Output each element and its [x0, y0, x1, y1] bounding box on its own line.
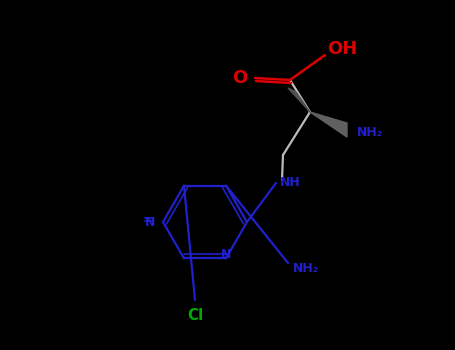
- Text: NH₂: NH₂: [357, 126, 383, 139]
- Text: NH₂: NH₂: [293, 261, 319, 274]
- Text: Cl: Cl: [187, 308, 203, 323]
- Text: N: N: [221, 248, 231, 261]
- Text: N: N: [145, 216, 155, 229]
- Text: NH: NH: [280, 176, 301, 189]
- Polygon shape: [310, 112, 347, 137]
- Polygon shape: [288, 88, 310, 112]
- Text: O: O: [232, 69, 247, 87]
- Text: OH: OH: [327, 40, 357, 58]
